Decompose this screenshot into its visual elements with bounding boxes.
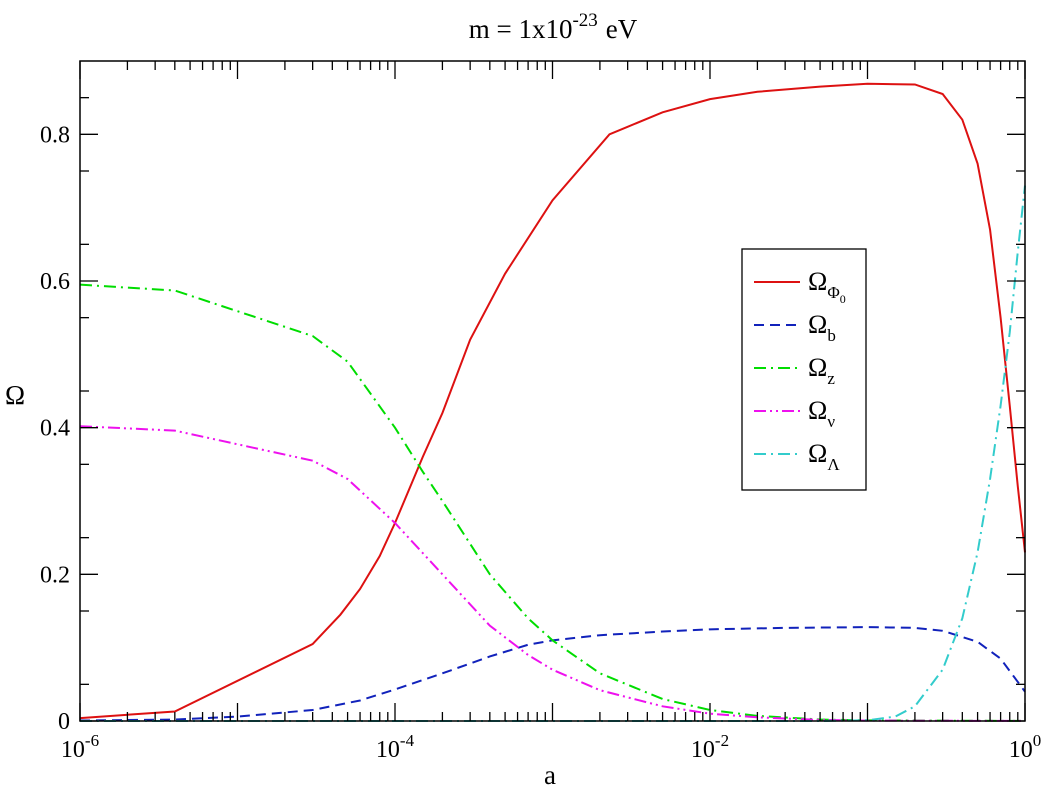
series-line-3 (79, 425, 1026, 722)
series-line-2 (79, 283, 1026, 722)
x-tick-label: 10-2 (691, 731, 729, 763)
legend-label-3: Ων (808, 396, 835, 431)
plot-frame (79, 60, 1026, 722)
x-tick-label: 10-4 (376, 731, 415, 763)
series-line-4 (80, 185, 1026, 722)
legend: ΩΦ0 Ωb Ωz Ων ΩΛ (741, 248, 867, 491)
series-layer (79, 82, 1026, 722)
chart-title: m = 1x10-23 eV (469, 10, 638, 44)
y-tick-label: 0 (58, 709, 70, 735)
legend-label-4: ΩΛ (808, 439, 840, 474)
x-tick-label: 10-6 (61, 731, 99, 763)
title-prefix: m = 1x10 (469, 14, 573, 44)
x-axis-label: a (544, 760, 556, 790)
y-tick-label: 0.6 (40, 269, 70, 295)
legend-label-0: ΩΦ0 (808, 267, 846, 306)
axis-layer: 10-6 10-4 10-2 100 0 0.2 0.4 0.6 0.8 (40, 61, 1041, 763)
legend-box (741, 248, 867, 491)
y-tick-label: 0.2 (40, 562, 70, 588)
series-line-1 (79, 626, 1026, 722)
legend-label-1: Ωb (808, 310, 836, 345)
series-line-0 (79, 82, 1026, 720)
y-axis-label: Ω (5, 380, 25, 410)
legend-label-2: Ωz (808, 353, 835, 388)
title-suffix: eV (606, 14, 638, 44)
y-tick-label: 0.4 (40, 416, 70, 442)
title-exponent: -23 (572, 10, 597, 31)
y-tick-label: 0.8 (40, 122, 70, 148)
x-tick-label: 100 (1009, 731, 1042, 763)
